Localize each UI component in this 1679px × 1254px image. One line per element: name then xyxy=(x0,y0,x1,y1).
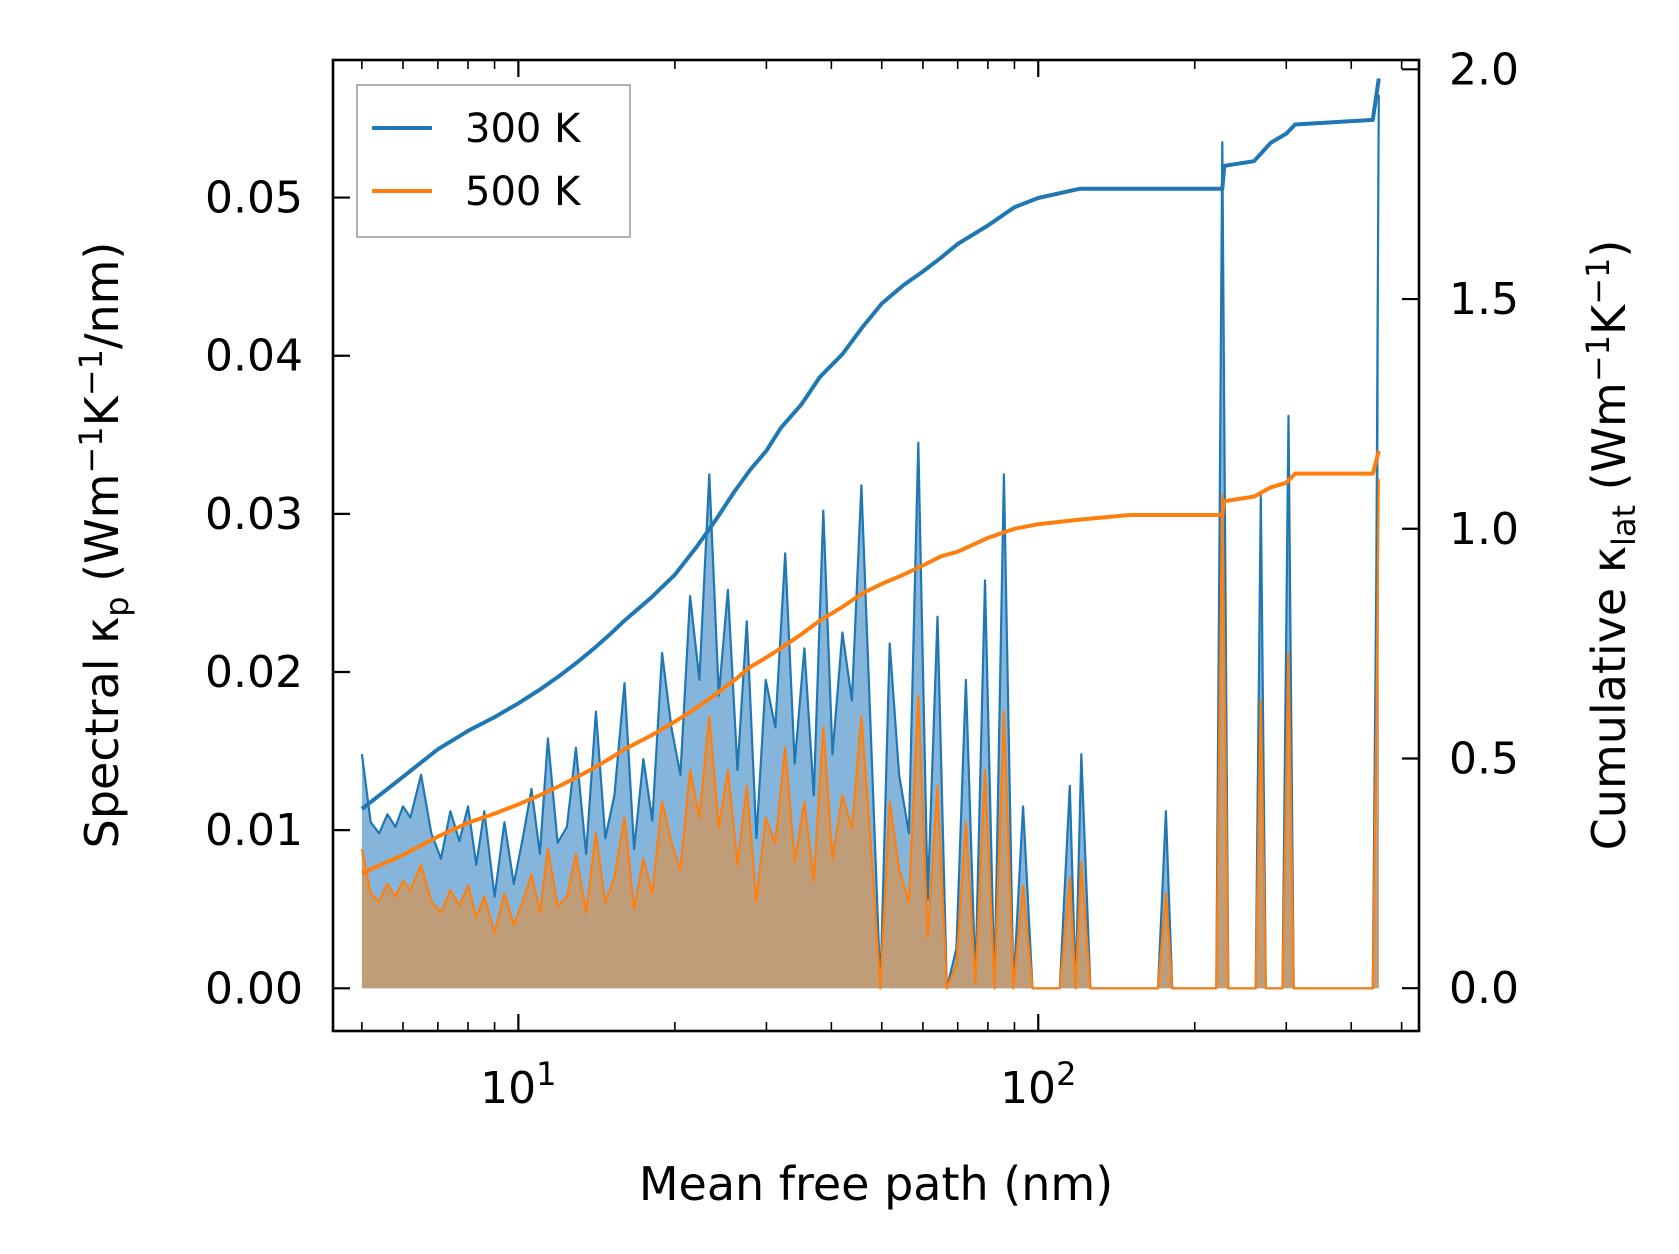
right-axis-title: Cumulative κlat (Wm−1K−1) xyxy=(1579,240,1643,851)
left-tick-label: 0.03 xyxy=(205,489,303,540)
left-axis-title-mid: K xyxy=(75,394,129,426)
spectral-area-500k xyxy=(361,479,1379,989)
cumulative-line-500k xyxy=(361,450,1381,876)
left-axis-title: Spectral κp (Wm−1K−1/nm) xyxy=(72,242,136,849)
right-axis-title-sub: lat xyxy=(1605,505,1643,546)
left-tick-label: 0.05 xyxy=(205,173,303,224)
left-axis-title-unit-close: /nm) xyxy=(75,242,129,349)
left-axis-title-sub: p xyxy=(98,596,136,616)
plot-frame xyxy=(331,58,1421,1033)
legend-box xyxy=(356,84,631,238)
left-axis-title-sup2: −1 xyxy=(72,349,110,396)
right-tick-label: 0.5 xyxy=(1449,733,1519,784)
x-axis-title: Mean free path (nm) xyxy=(639,1157,1113,1211)
right-axis-title-sup2: −1 xyxy=(1579,258,1617,305)
left-tick-label: 0.00 xyxy=(205,963,303,1014)
plot-area xyxy=(360,78,1381,990)
right-axis-title-mid: K xyxy=(1582,303,1636,335)
right-tick-label: 2.0 xyxy=(1449,44,1519,95)
spectral-line-500k xyxy=(360,479,1380,990)
x-tick-label-exponent: 2 xyxy=(1056,1055,1076,1093)
right-tick-label: 1.5 xyxy=(1449,274,1519,325)
x-tick-labels: 101 102 xyxy=(480,1055,1076,1114)
x-tick-label-base: 10 xyxy=(480,1063,536,1114)
x-tick-label: 102 xyxy=(1000,1055,1076,1114)
tick-marks xyxy=(333,60,1419,1031)
right-tick-label: 0.0 xyxy=(1449,963,1519,1014)
cumulative-line-300k xyxy=(360,78,1381,811)
right-tick-label: 1.0 xyxy=(1449,504,1519,555)
x-tick-label: 101 xyxy=(480,1055,556,1114)
left-tick-label: 0.01 xyxy=(205,805,303,856)
right-tick-labels: 0.0 0.5 1.0 1.5 2.0 xyxy=(1449,44,1519,1014)
right-axis-title-unit-close: ) xyxy=(1582,240,1636,258)
legend-label-500k: 500 K xyxy=(465,169,582,215)
left-tick-label: 0.04 xyxy=(205,331,303,382)
x-tick-label-exponent: 1 xyxy=(536,1055,556,1093)
right-axis-title-main: Cumulative κ xyxy=(1582,546,1636,850)
left-tick-label: 0.02 xyxy=(205,647,303,698)
left-tick-labels: 0.00 0.01 0.02 0.03 0.04 0.05 xyxy=(205,173,303,1015)
legend-label-300k: 300 K xyxy=(465,106,582,152)
left-axis-title-sup1: −1 xyxy=(72,426,110,473)
left-axis-title-unit-open: (Wm xyxy=(75,474,129,597)
right-axis-title-unit-open: (Wm xyxy=(1582,382,1636,505)
legend: 300 K 500 K xyxy=(356,84,631,238)
left-axis-title-main: Spectral κ xyxy=(75,617,129,849)
x-tick-label-base: 10 xyxy=(1000,1063,1056,1114)
right-axis-title-sup1: −1 xyxy=(1579,335,1617,382)
